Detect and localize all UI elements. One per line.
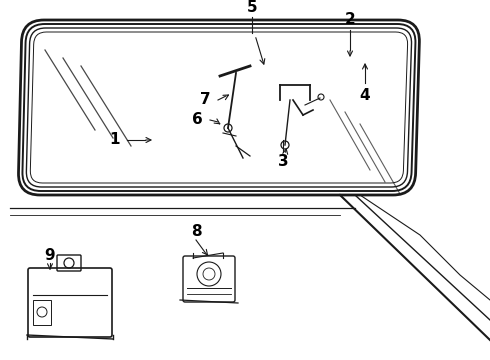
Text: 2: 2: [344, 13, 355, 27]
Text: 4: 4: [360, 87, 370, 103]
Text: 3: 3: [278, 154, 288, 170]
Bar: [33, 300, 51, 325]
Text: 1: 1: [110, 132, 120, 148]
Text: 6: 6: [192, 112, 202, 127]
Text: 5: 5: [246, 0, 257, 15]
Text: 8: 8: [191, 225, 201, 239]
Text: 7: 7: [200, 93, 210, 108]
Text: 9: 9: [45, 248, 55, 262]
